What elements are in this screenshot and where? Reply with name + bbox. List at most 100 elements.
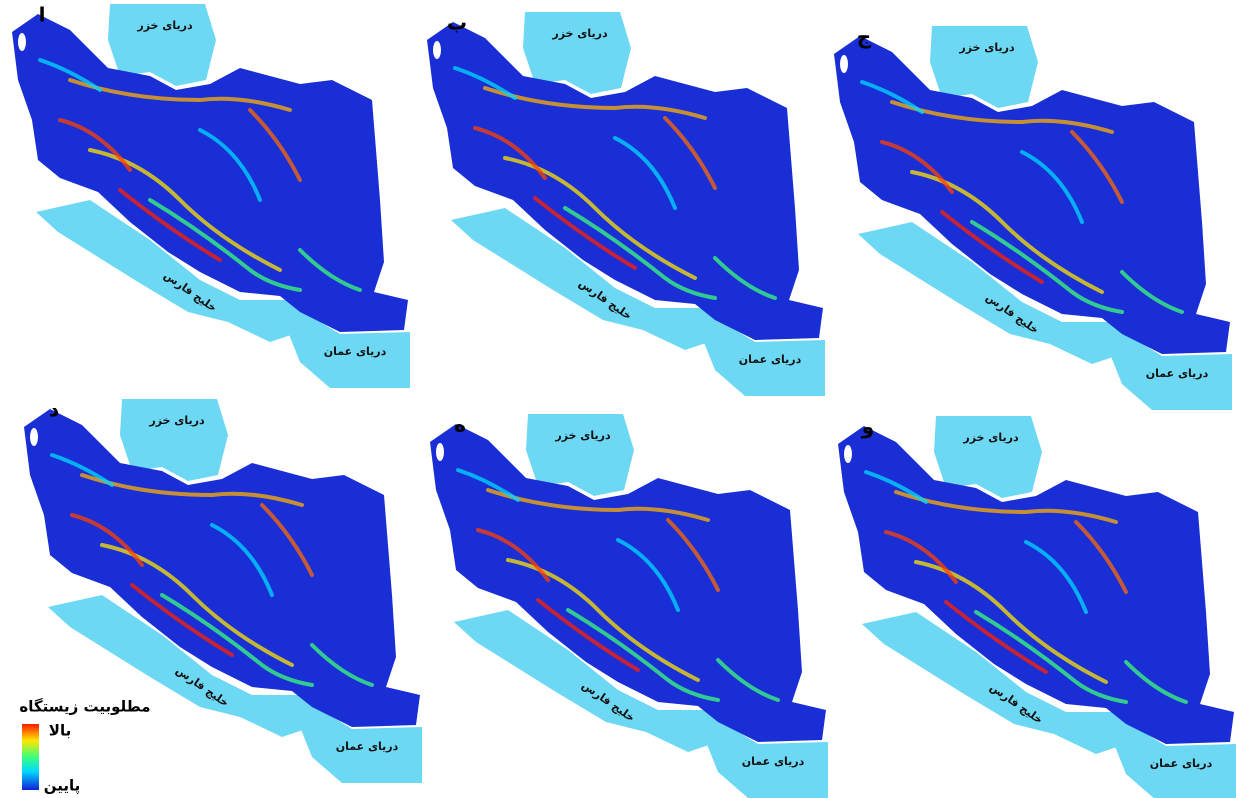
iran-land: [834, 36, 1230, 354]
suitability-streak: [880, 140, 954, 194]
suitability-streak: [483, 86, 707, 120]
suitability-streak: [148, 198, 302, 292]
sea-label: دریای عمان: [336, 740, 399, 753]
iran-land: [12, 14, 408, 332]
sea-of-oman: [1106, 324, 1232, 410]
persian-gulf: [36, 200, 300, 342]
suitability-streak: [974, 610, 1128, 704]
suitability-streak: [894, 490, 1118, 524]
suitability-streak: [716, 658, 780, 702]
sea-label: دریای عمان: [324, 345, 387, 358]
suitability-streak: [1124, 660, 1188, 704]
caspian-sea: [120, 399, 228, 481]
caspian-sea: [523, 12, 631, 94]
lake: [840, 55, 848, 73]
panel-label: ب: [447, 11, 467, 35]
legend-high: بالا: [49, 722, 71, 740]
suitability-streak: [453, 66, 517, 100]
lake: [844, 445, 852, 463]
suitability-streak: [613, 136, 677, 210]
sea-label: دریای عمان: [1146, 367, 1209, 380]
lake: [30, 428, 38, 446]
lake: [433, 41, 441, 59]
sea-label: دریای عمان: [739, 353, 802, 366]
suitability-streak: [1074, 520, 1128, 594]
persian-gulf: [454, 610, 718, 752]
suitability-streak: [1024, 540, 1088, 614]
suitability-streak: [864, 470, 928, 504]
suitability-streak: [58, 118, 132, 172]
suitability-streak: [970, 220, 1124, 314]
sea-of-oman: [699, 310, 825, 396]
panel-label: ه: [454, 413, 466, 437]
suitability-streak: [1020, 150, 1084, 224]
suitability-streak: [260, 503, 314, 577]
suitability-streak: [50, 453, 114, 487]
sea-label: دریای عمان: [1150, 757, 1213, 770]
persian-gulf: [862, 612, 1126, 754]
sea-of-oman: [284, 302, 410, 388]
sea-label: دریای عمان: [742, 755, 805, 768]
iran-land: [430, 424, 826, 742]
sea-label: دریای خزر: [148, 414, 205, 427]
sea-label: دریای خزر: [136, 19, 193, 32]
suitability-streak: [713, 256, 777, 300]
panel-label: و: [861, 415, 874, 439]
caspian-sea: [526, 414, 634, 496]
caspian-sea: [934, 416, 1042, 498]
color-ramp: [22, 724, 39, 790]
suitability-streak: [486, 488, 710, 522]
legend-title: مطلوبیت زیستگاه: [19, 698, 150, 716]
suitability-streak: [298, 248, 362, 292]
suitability-streak: [456, 468, 520, 502]
suitability-streak: [663, 116, 717, 190]
suitability-streak: [118, 188, 222, 262]
persian-gulf: [48, 595, 312, 737]
panel-label: د: [49, 398, 59, 422]
legend-low: پایین: [44, 777, 81, 796]
suitability-streak: [566, 608, 720, 702]
suitability-streak: [944, 600, 1048, 674]
persian-gulf: [451, 208, 715, 350]
iran-land: [838, 426, 1234, 744]
suitability-streak: [890, 100, 1114, 134]
sea-of-oman: [1110, 714, 1236, 798]
suitability-streak: [616, 538, 680, 612]
sea-label: دریای خزر: [554, 429, 611, 442]
sea-of-oman: [702, 712, 828, 798]
suitability-streak: [884, 530, 958, 584]
suitability-streak: [38, 58, 102, 92]
panel-label: ا: [39, 3, 46, 27]
caspian-sea: [108, 4, 216, 86]
panel-label: ج: [857, 25, 872, 49]
suitability-streak: [1120, 270, 1184, 314]
persian-gulf: [858, 222, 1122, 364]
sea-of-oman: [296, 697, 422, 783]
suitability-streak: [248, 108, 302, 182]
suitability-streak: [198, 128, 262, 202]
suitability-streak: [536, 598, 640, 672]
iran-land: [427, 22, 823, 340]
suitability-streak: [533, 196, 637, 270]
iran-land: [24, 409, 420, 727]
suitability-streak: [68, 78, 292, 112]
suitability-streak: [940, 210, 1044, 284]
suitability-streak: [130, 583, 234, 657]
lake: [18, 33, 26, 51]
suitability-streak: [860, 80, 924, 114]
suitability-streak: [476, 528, 550, 582]
suitability-streak: [160, 593, 314, 687]
sea-label: دریای خزر: [958, 41, 1015, 54]
suitability-streak: [666, 518, 720, 592]
suitability-streak: [80, 473, 304, 507]
suitability-streak: [563, 206, 717, 300]
legend: مطلوبیت زیستگاه بالا پایین: [19, 698, 150, 796]
suitability-streak: [70, 513, 144, 567]
